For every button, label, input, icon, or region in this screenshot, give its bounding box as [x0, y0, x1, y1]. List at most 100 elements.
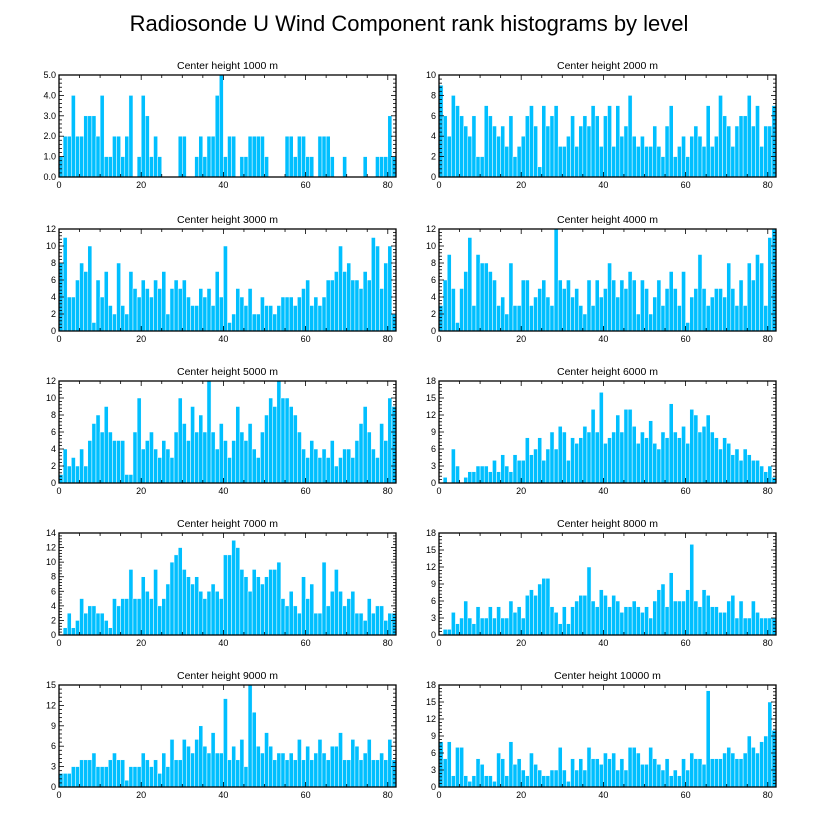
y-tick-label: 8: [431, 258, 436, 268]
histogram-bar: [541, 775, 547, 788]
histogram-bar: [301, 576, 306, 636]
histogram-bar: [611, 752, 616, 788]
histogram-bar: [325, 759, 331, 788]
histogram-bar: [475, 758, 481, 788]
histogram-bar: [321, 752, 327, 788]
histogram-bar: [677, 305, 682, 332]
histogram-bar: [582, 595, 588, 636]
histogram-bar: [338, 591, 343, 636]
panel-title: Center height 1000 m: [177, 60, 278, 72]
y-tick-label: 2: [51, 615, 56, 625]
histogram-bar: [759, 617, 764, 636]
histogram-bar: [342, 156, 347, 178]
histogram-bar: [264, 305, 269, 332]
histogram-bar: [206, 380, 212, 484]
histogram-bar: [321, 448, 327, 484]
histogram-bar: [492, 125, 497, 178]
histogram-bar: [190, 583, 195, 636]
histogram-bar: [615, 769, 621, 788]
histogram-bar: [231, 440, 236, 484]
histogram-bar: [194, 156, 199, 178]
histogram-bar: [668, 775, 674, 788]
histogram-bar: [508, 471, 514, 484]
histogram-bar: [153, 135, 158, 178]
histogram-bar: [463, 271, 469, 332]
histogram-bar: [206, 135, 212, 178]
histogram-bar: [313, 296, 319, 332]
histogram-bar: [508, 600, 514, 636]
histogram-bar: [479, 156, 485, 178]
histogram-bar: [673, 288, 678, 332]
histogram-bar: [124, 474, 130, 484]
histogram-bar: [284, 605, 290, 636]
histogram-bar: [557, 279, 563, 332]
histogram-bar: [157, 773, 162, 788]
histogram-bar: [742, 115, 748, 178]
histogram-bar: [726, 262, 732, 332]
histogram-bar: [685, 443, 690, 484]
histogram-bar: [219, 423, 224, 484]
histogram-bar: [541, 105, 547, 178]
histogram-bar: [611, 279, 616, 332]
histogram-bar: [504, 775, 510, 788]
histogram-bar: [227, 759, 232, 788]
panel-title: Center height 8000 m: [557, 518, 658, 530]
x-tick-label: 80: [763, 334, 773, 344]
histogram-bar: [136, 296, 142, 332]
y-tick-label: 12: [426, 562, 436, 572]
histogram-bar: [718, 448, 723, 484]
histogram-bar: [533, 296, 538, 332]
histogram-bar: [714, 288, 719, 332]
histogram-bar: [145, 591, 150, 636]
histogram-bar: [689, 752, 695, 788]
histogram-bar: [668, 572, 674, 636]
histogram-bar: [256, 576, 261, 636]
histogram-bar: [186, 745, 191, 788]
histogram-bar: [479, 262, 485, 332]
histogram-bar: [673, 600, 678, 636]
x-tick-label: 40: [218, 486, 228, 496]
panel-title: Center height 3000 m: [177, 214, 278, 226]
histogram-bar: [317, 305, 323, 332]
histogram-bar: [492, 617, 497, 636]
histogram-bar: [103, 620, 109, 636]
histogram-bar: [149, 766, 154, 788]
histogram-bar: [219, 598, 224, 636]
histogram-bar: [738, 115, 744, 178]
histogram-bar: [627, 747, 633, 788]
histogram-bar: [112, 135, 117, 178]
histogram-bar: [599, 392, 604, 484]
histogram-bar: [366, 279, 372, 332]
histogram-bar: [677, 437, 682, 484]
histogram-bar: [62, 773, 68, 788]
histogram-bar: [153, 759, 158, 788]
histogram-bar: [124, 313, 130, 332]
histogram-bar: [157, 156, 162, 178]
histogram-bar: [145, 115, 150, 178]
histogram-bar: [668, 105, 674, 178]
histogram-bar: [87, 440, 93, 484]
histogram-bar: [644, 764, 649, 788]
histogram-bar: [660, 305, 666, 332]
y-tick-label: 0: [431, 782, 436, 792]
histogram-bar: [664, 125, 670, 178]
histogram-bar: [586, 279, 592, 332]
histogram-panel: Center height 9000 m 0 20 40 60 80 0 3 6 9 12 15: [46, 670, 397, 800]
histogram-bar: [631, 279, 637, 332]
histogram-bar: [496, 305, 501, 332]
x-tick-label: 40: [218, 180, 228, 190]
panel-title: Center height 9000 m: [177, 670, 278, 682]
histogram-bar: [334, 569, 339, 636]
histogram-bar: [387, 397, 393, 484]
histogram-bar: [293, 156, 298, 178]
histogram-bar: [284, 397, 290, 484]
histogram-bar: [247, 423, 253, 484]
histogram-bar: [309, 156, 315, 178]
y-tick-label: 6: [431, 748, 436, 758]
histogram-bar: [488, 115, 493, 178]
histogram-bar: [537, 288, 542, 332]
histogram-bar: [383, 156, 389, 178]
y-tick-label: 6: [51, 586, 56, 596]
histogram-bar: [553, 105, 559, 178]
histogram-bar: [112, 752, 117, 788]
